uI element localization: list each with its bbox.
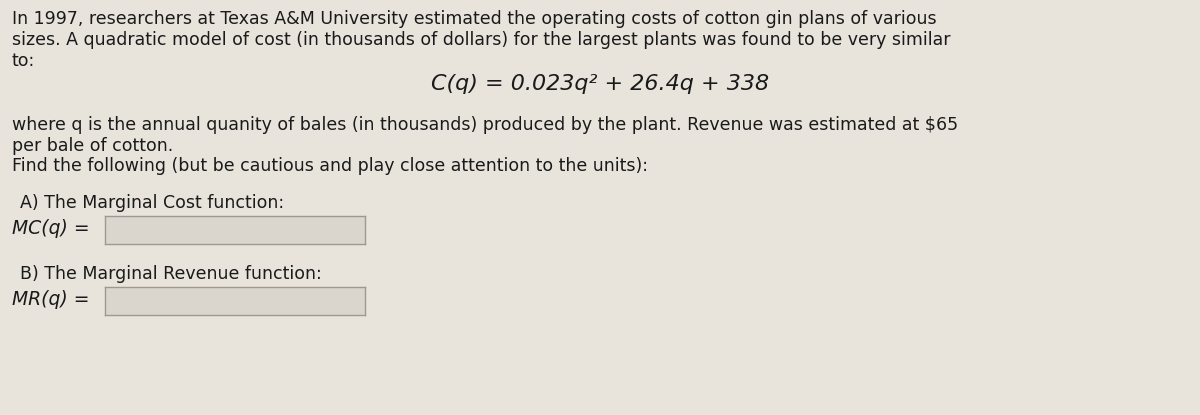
Text: A) The Marginal Cost function:: A) The Marginal Cost function:: [20, 194, 284, 212]
Text: In 1997, researchers at Texas A&M University estimated the operating costs of co: In 1997, researchers at Texas A&M Univer…: [12, 10, 937, 28]
Text: where q is the annual quanity of bales (in thousands) produced by the plant. Rev: where q is the annual quanity of bales (…: [12, 116, 958, 134]
Text: MC(q) =: MC(q) =: [12, 219, 90, 238]
Text: MR(q) =: MR(q) =: [12, 290, 90, 309]
Text: B) The Marginal Revenue function:: B) The Marginal Revenue function:: [20, 265, 322, 283]
Text: to:: to:: [12, 52, 35, 70]
Text: sizes. A quadratic model of cost (in thousands of dollars) for the largest plant: sizes. A quadratic model of cost (in tho…: [12, 31, 950, 49]
Text: Find the following (but be cautious and play close attention to the units):: Find the following (but be cautious and …: [12, 157, 648, 175]
Text: C(q) = 0.023q² + 26.4q + 338: C(q) = 0.023q² + 26.4q + 338: [431, 74, 769, 94]
Text: per bale of cotton.: per bale of cotton.: [12, 137, 173, 155]
